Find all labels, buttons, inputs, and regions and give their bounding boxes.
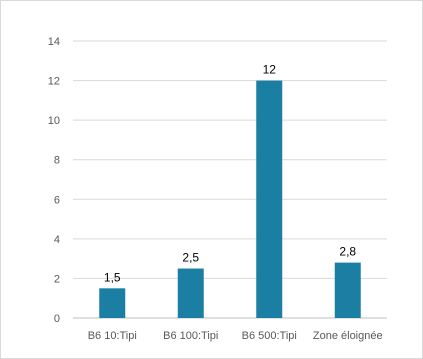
x-tick-label-4: Zone éloignée: [313, 330, 383, 342]
y-tick-label-4: 4: [54, 234, 60, 246]
bar-2: [177, 268, 204, 318]
x-tick-label-2: B6 100:Tipi: [163, 330, 218, 342]
y-tick-label-14: 14: [48, 36, 60, 48]
bar-4: [334, 262, 361, 318]
data-label-1: 1,5: [104, 270, 121, 284]
bar-3: [256, 80, 283, 318]
y-tick-label-6: 6: [54, 194, 60, 206]
y-tick-label-12: 12: [48, 76, 60, 88]
y-tick-label-10: 10: [48, 115, 60, 127]
data-label-3: 12: [263, 63, 277, 77]
y-tick-label-8: 8: [54, 155, 60, 167]
bar-1: [99, 288, 126, 318]
data-label-4: 2,8: [339, 245, 356, 259]
x-tick-label-1: B6 10:Tipi: [88, 330, 137, 342]
data-labels: 1,5 2,5 12 2,8: [104, 63, 357, 285]
bars: [99, 80, 361, 318]
x-axis-ticks: B6 10:Tipi B6 100:Tipi B6 500:Tipi Zone élo…: [88, 330, 383, 342]
x-tick-label-3: B6 500:Tipi: [242, 330, 297, 342]
data-label-2: 2,5: [182, 251, 199, 265]
y-tick-label-0: 0: [54, 313, 60, 325]
y-tick-label-2: 2: [54, 273, 60, 285]
y-axis-ticks: 0 2 4 6 8 10 12 14: [48, 36, 60, 325]
gridlines: [73, 40, 387, 319]
